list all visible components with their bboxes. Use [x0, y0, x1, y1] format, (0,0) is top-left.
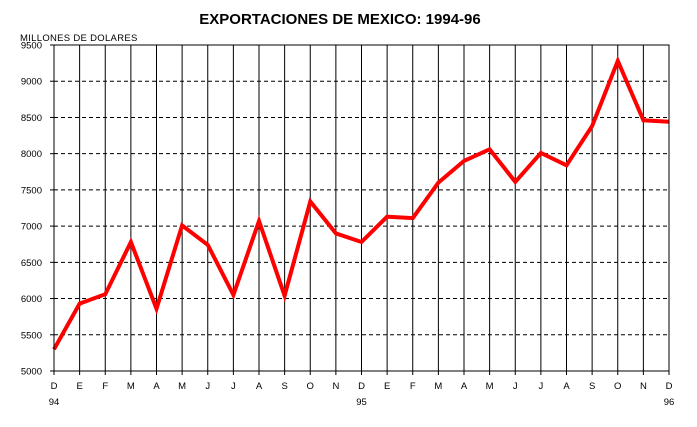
- x-tick-label: J: [231, 381, 236, 392]
- data-point: [514, 181, 516, 183]
- data-point: [463, 160, 465, 162]
- data-point: [386, 216, 388, 218]
- data-point: [617, 60, 619, 62]
- y-tick-label: 5000: [21, 367, 42, 378]
- x-tick-label: E: [76, 381, 82, 392]
- x-tick-label: M: [434, 381, 442, 392]
- x-tick-label: N: [640, 381, 647, 392]
- y-tick-label: 7000: [21, 222, 42, 233]
- data-point: [540, 152, 542, 154]
- x-tick-label: M: [486, 381, 494, 392]
- data-point: [181, 224, 183, 226]
- x-tick-label: F: [102, 381, 108, 392]
- data-point: [489, 148, 491, 150]
- data-point: [642, 119, 645, 121]
- x-tick-label: M: [178, 381, 186, 392]
- y-axis-label: MILLONES DE DOLARES: [20, 33, 138, 44]
- x-tick-label: O: [307, 381, 314, 392]
- data-point: [437, 182, 439, 184]
- year-label: 96: [664, 397, 675, 408]
- x-tick-label: J: [539, 381, 544, 392]
- x-tick-label: N: [332, 381, 339, 392]
- data-point: [412, 217, 414, 219]
- x-tick-label: D: [51, 381, 58, 392]
- data-point: [232, 294, 234, 296]
- x-tick-label: J: [205, 381, 210, 392]
- data-point: [155, 308, 158, 310]
- y-tick-label: 6000: [21, 294, 42, 305]
- y-tick-label: 6500: [21, 258, 42, 269]
- x-tick-label: O: [614, 381, 621, 392]
- data-point: [591, 125, 593, 127]
- y-tick-label: 9500: [21, 41, 42, 52]
- y-tick-label: 8500: [21, 113, 42, 124]
- x-tick-label: A: [153, 381, 160, 392]
- x-tick-label: D: [666, 381, 673, 392]
- x-tick-label: F: [410, 381, 416, 392]
- series-layer: [52, 55, 670, 351]
- x-tick-label: A: [256, 381, 263, 392]
- data-point: [207, 244, 209, 246]
- x-tick-label: D: [358, 381, 365, 392]
- y-tick-label: 8000: [21, 149, 42, 160]
- y-tick-label: 7500: [21, 185, 42, 196]
- y-tick-labels: 5000 5500 6000 6500 7000 7500 8000 8500 9000 9500: [21, 41, 42, 378]
- data-point: [335, 232, 337, 234]
- x-tick-labels: D E F M A M J J A S O N D E F M A M J J A S O N D 94 95 96: [49, 381, 675, 408]
- chart-title: EXPORTACIONES DE MEXICO: 1994-96: [199, 11, 480, 28]
- x-tick-label: J: [513, 381, 518, 392]
- data-point: [130, 241, 132, 243]
- data-point: [79, 303, 81, 305]
- year-label: 94: [49, 397, 60, 408]
- x-tick-label: S: [281, 381, 287, 392]
- axes: [50, 44, 670, 375]
- y-tick-label: 9000: [21, 77, 42, 88]
- x-tick-label: E: [384, 381, 390, 392]
- data-point: [284, 295, 286, 297]
- data-point: [258, 220, 260, 222]
- x-tick-label: A: [461, 381, 468, 392]
- data-point: [565, 164, 568, 166]
- x-tick-label: M: [127, 381, 135, 392]
- data-point: [309, 200, 311, 203]
- data-point: [360, 241, 363, 243]
- year-label: 95: [356, 397, 367, 408]
- x-tick-label: S: [589, 381, 595, 392]
- data-point: [104, 293, 106, 295]
- grid: [54, 45, 669, 371]
- x-tick-label: A: [563, 381, 570, 392]
- y-tick-label: 5500: [21, 330, 42, 341]
